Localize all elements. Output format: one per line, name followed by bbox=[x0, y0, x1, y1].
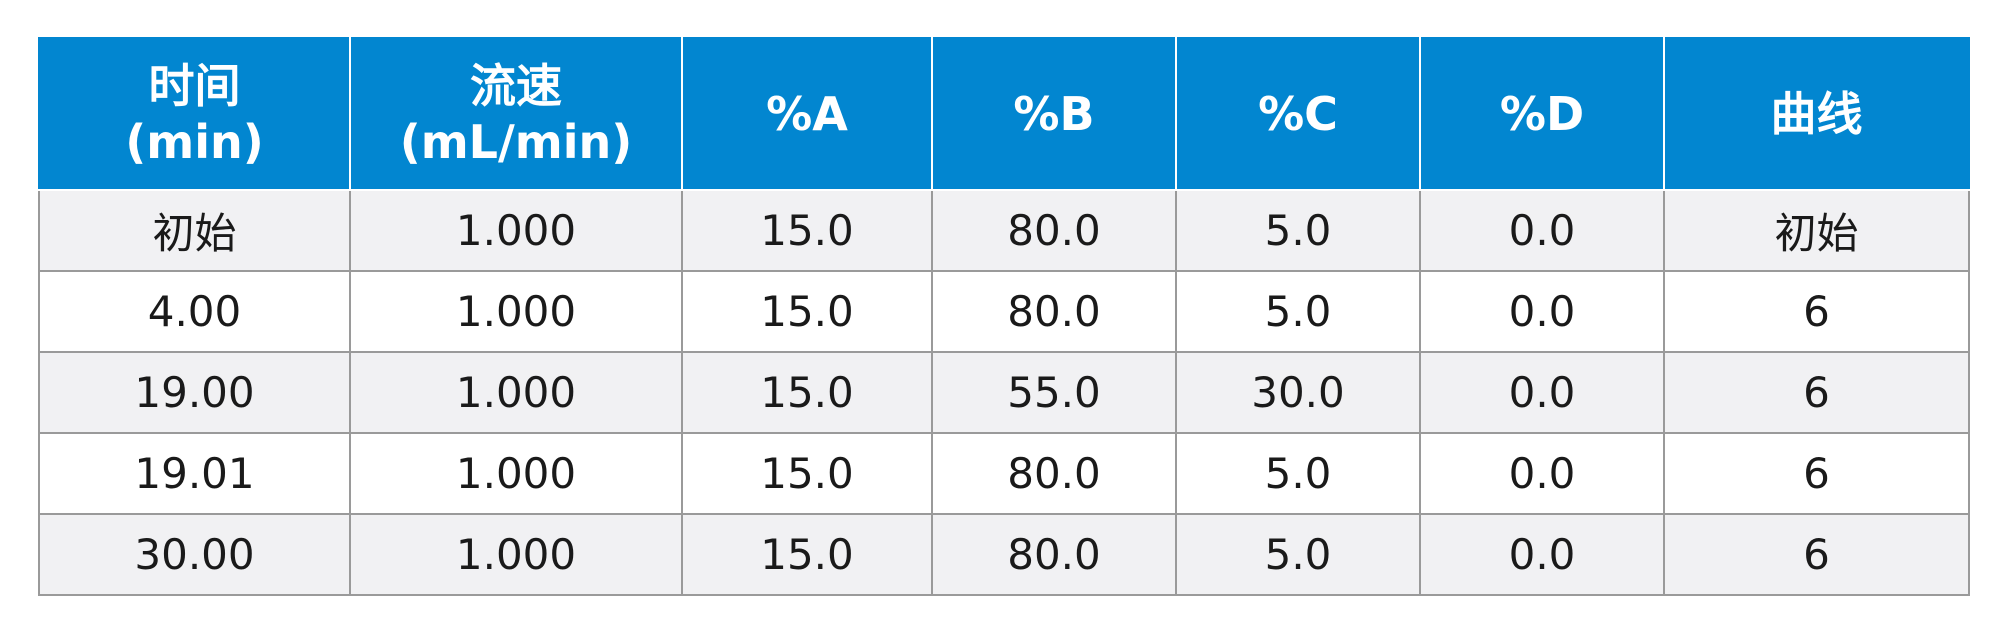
cell-time: 4.00 bbox=[38, 270, 351, 353]
header-curve: 曲线 bbox=[1663, 37, 1970, 191]
cell-percent-c: 5.0 bbox=[1175, 432, 1421, 515]
table-header: 时间 (min) 流速 (mL/min) %A %B %C %D 曲线 bbox=[38, 37, 1970, 191]
cell-curve: 6 bbox=[1663, 432, 1970, 515]
cell-percent-b: 80.0 bbox=[931, 270, 1177, 353]
cell-flow-rate: 1.000 bbox=[349, 270, 683, 353]
cell-percent-c: 5.0 bbox=[1175, 513, 1421, 596]
cell-percent-a: 15.0 bbox=[681, 351, 933, 434]
cell-percent-d: 0.0 bbox=[1419, 189, 1665, 272]
cell-time: 19.01 bbox=[38, 432, 351, 515]
cell-percent-a: 15.0 bbox=[681, 270, 933, 353]
cell-curve: 初始 bbox=[1663, 189, 1970, 272]
cell-curve: 6 bbox=[1663, 270, 1970, 353]
cell-time: 19.00 bbox=[38, 351, 351, 434]
cell-percent-b: 80.0 bbox=[931, 432, 1177, 515]
gradient-table-container: 时间 (min) 流速 (mL/min) %A %B %C %D 曲线 初始 1… bbox=[38, 37, 1970, 596]
header-time-unit: (min) bbox=[125, 115, 264, 169]
header-flow-rate: 流速 (mL/min) bbox=[349, 37, 683, 191]
cell-percent-a: 15.0 bbox=[681, 189, 933, 272]
table-body: 初始 1.000 15.0 80.0 5.0 0.0 初始 4.00 1.000… bbox=[38, 189, 1970, 596]
cell-flow-rate: 1.000 bbox=[349, 432, 683, 515]
cell-percent-c: 5.0 bbox=[1175, 189, 1421, 272]
cell-curve: 6 bbox=[1663, 351, 1970, 434]
header-flow-rate-unit: (mL/min) bbox=[399, 115, 633, 169]
cell-percent-b: 55.0 bbox=[931, 351, 1177, 434]
cell-percent-d: 0.0 bbox=[1419, 432, 1665, 515]
header-percent-d: %D bbox=[1419, 37, 1665, 191]
cell-percent-a: 15.0 bbox=[681, 513, 933, 596]
header-percent-a: %A bbox=[681, 37, 933, 191]
cell-percent-a: 15.0 bbox=[681, 432, 933, 515]
gradient-table: 时间 (min) 流速 (mL/min) %A %B %C %D 曲线 初始 1… bbox=[38, 37, 1970, 596]
cell-percent-b: 80.0 bbox=[931, 189, 1177, 272]
cell-time: 初始 bbox=[38, 189, 351, 272]
table-row: 30.00 1.000 15.0 80.0 5.0 0.0 6 bbox=[38, 513, 1970, 596]
header-row: 时间 (min) 流速 (mL/min) %A %B %C %D 曲线 bbox=[38, 37, 1970, 191]
cell-curve: 6 bbox=[1663, 513, 1970, 596]
header-time-label: 时间 bbox=[148, 58, 241, 113]
table-row: 4.00 1.000 15.0 80.0 5.0 0.0 6 bbox=[38, 270, 1970, 353]
table-row: 19.00 1.000 15.0 55.0 30.0 0.0 6 bbox=[38, 351, 1970, 434]
cell-percent-b: 80.0 bbox=[931, 513, 1177, 596]
table-row: 19.01 1.000 15.0 80.0 5.0 0.0 6 bbox=[38, 432, 1970, 515]
cell-percent-c: 5.0 bbox=[1175, 270, 1421, 353]
header-percent-c: %C bbox=[1175, 37, 1421, 191]
cell-percent-d: 0.0 bbox=[1419, 351, 1665, 434]
header-flow-rate-label: 流速 bbox=[470, 58, 562, 113]
cell-percent-c: 30.0 bbox=[1175, 351, 1421, 434]
header-time: 时间 (min) bbox=[38, 37, 351, 191]
cell-flow-rate: 1.000 bbox=[349, 513, 683, 596]
cell-flow-rate: 1.000 bbox=[349, 351, 683, 434]
table-row: 初始 1.000 15.0 80.0 5.0 0.0 初始 bbox=[38, 189, 1970, 272]
cell-flow-rate: 1.000 bbox=[349, 189, 683, 272]
cell-percent-d: 0.0 bbox=[1419, 513, 1665, 596]
cell-percent-d: 0.0 bbox=[1419, 270, 1665, 353]
header-percent-b: %B bbox=[931, 37, 1177, 191]
cell-time: 30.00 bbox=[38, 513, 351, 596]
